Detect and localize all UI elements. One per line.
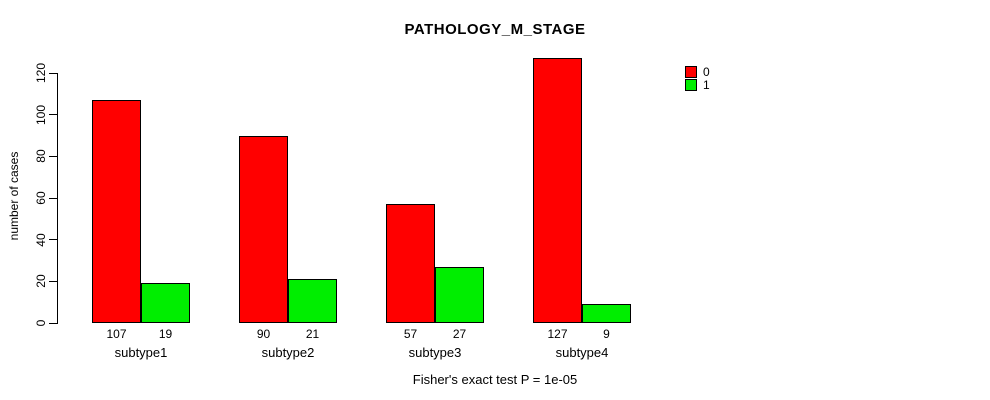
legend-row-1: 1 bbox=[685, 78, 710, 91]
fisher-test-annotation: Fisher's exact test P = 1e-05 bbox=[412, 372, 578, 387]
y-tick-120 bbox=[49, 72, 57, 74]
value-label-subtype1-series-0: 107 bbox=[106, 327, 127, 341]
y-tick-label-0: 0 bbox=[34, 319, 48, 327]
category-label-subtype1: subtype1 bbox=[114, 345, 168, 360]
y-tick-0 bbox=[49, 322, 57, 324]
value-label-subtype1-series-1: 19 bbox=[158, 327, 173, 341]
y-axis-label: number of cases bbox=[7, 151, 21, 241]
y-tick-label-100: 100 bbox=[34, 104, 48, 125]
legend-swatch-0 bbox=[685, 65, 697, 78]
legend-label-0: 0 bbox=[703, 64, 710, 79]
value-label-subtype3-series-0: 57 bbox=[403, 327, 418, 341]
legend-label-1: 1 bbox=[703, 77, 710, 92]
y-tick-20 bbox=[49, 280, 57, 282]
bar-subtype2-series-1 bbox=[288, 279, 337, 323]
y-axis-line bbox=[57, 73, 58, 324]
category-label-subtype4: subtype4 bbox=[555, 345, 609, 360]
bar-subtype4-series-0 bbox=[533, 58, 582, 323]
chart-title: PATHOLOGY_M_STAGE bbox=[404, 21, 586, 38]
value-label-subtype2-series-0: 90 bbox=[256, 327, 271, 341]
category-label-subtype2: subtype2 bbox=[261, 345, 315, 360]
value-label-subtype4-series-0: 127 bbox=[547, 327, 568, 341]
y-tick-label-80: 80 bbox=[34, 149, 48, 164]
y-tick-60 bbox=[49, 197, 57, 199]
value-label-subtype2-series-1: 21 bbox=[305, 327, 320, 341]
legend-swatch-1 bbox=[685, 78, 697, 91]
bar-subtype1-series-1 bbox=[141, 283, 190, 323]
y-tick-100 bbox=[49, 114, 57, 116]
y-tick-label-60: 60 bbox=[34, 191, 48, 205]
y-tick-label-120: 120 bbox=[34, 62, 48, 84]
category-label-subtype3: subtype3 bbox=[408, 345, 462, 360]
y-tick-80 bbox=[49, 155, 57, 157]
value-label-subtype3-series-1: 27 bbox=[452, 327, 467, 341]
y-tick-label-40: 40 bbox=[34, 232, 48, 247]
legend-row-0: 0 bbox=[685, 65, 710, 78]
bar-subtype2-series-0 bbox=[239, 135, 288, 323]
y-tick-40 bbox=[49, 239, 57, 241]
value-label-subtype4-series-1: 9 bbox=[603, 327, 610, 341]
y-tick-label-20: 20 bbox=[34, 274, 48, 289]
bar-subtype4-series-1 bbox=[582, 304, 631, 323]
bar-subtype3-series-1 bbox=[435, 266, 484, 323]
bar-subtype1-series-0 bbox=[92, 100, 141, 323]
bar-subtype3-series-0 bbox=[386, 204, 435, 323]
